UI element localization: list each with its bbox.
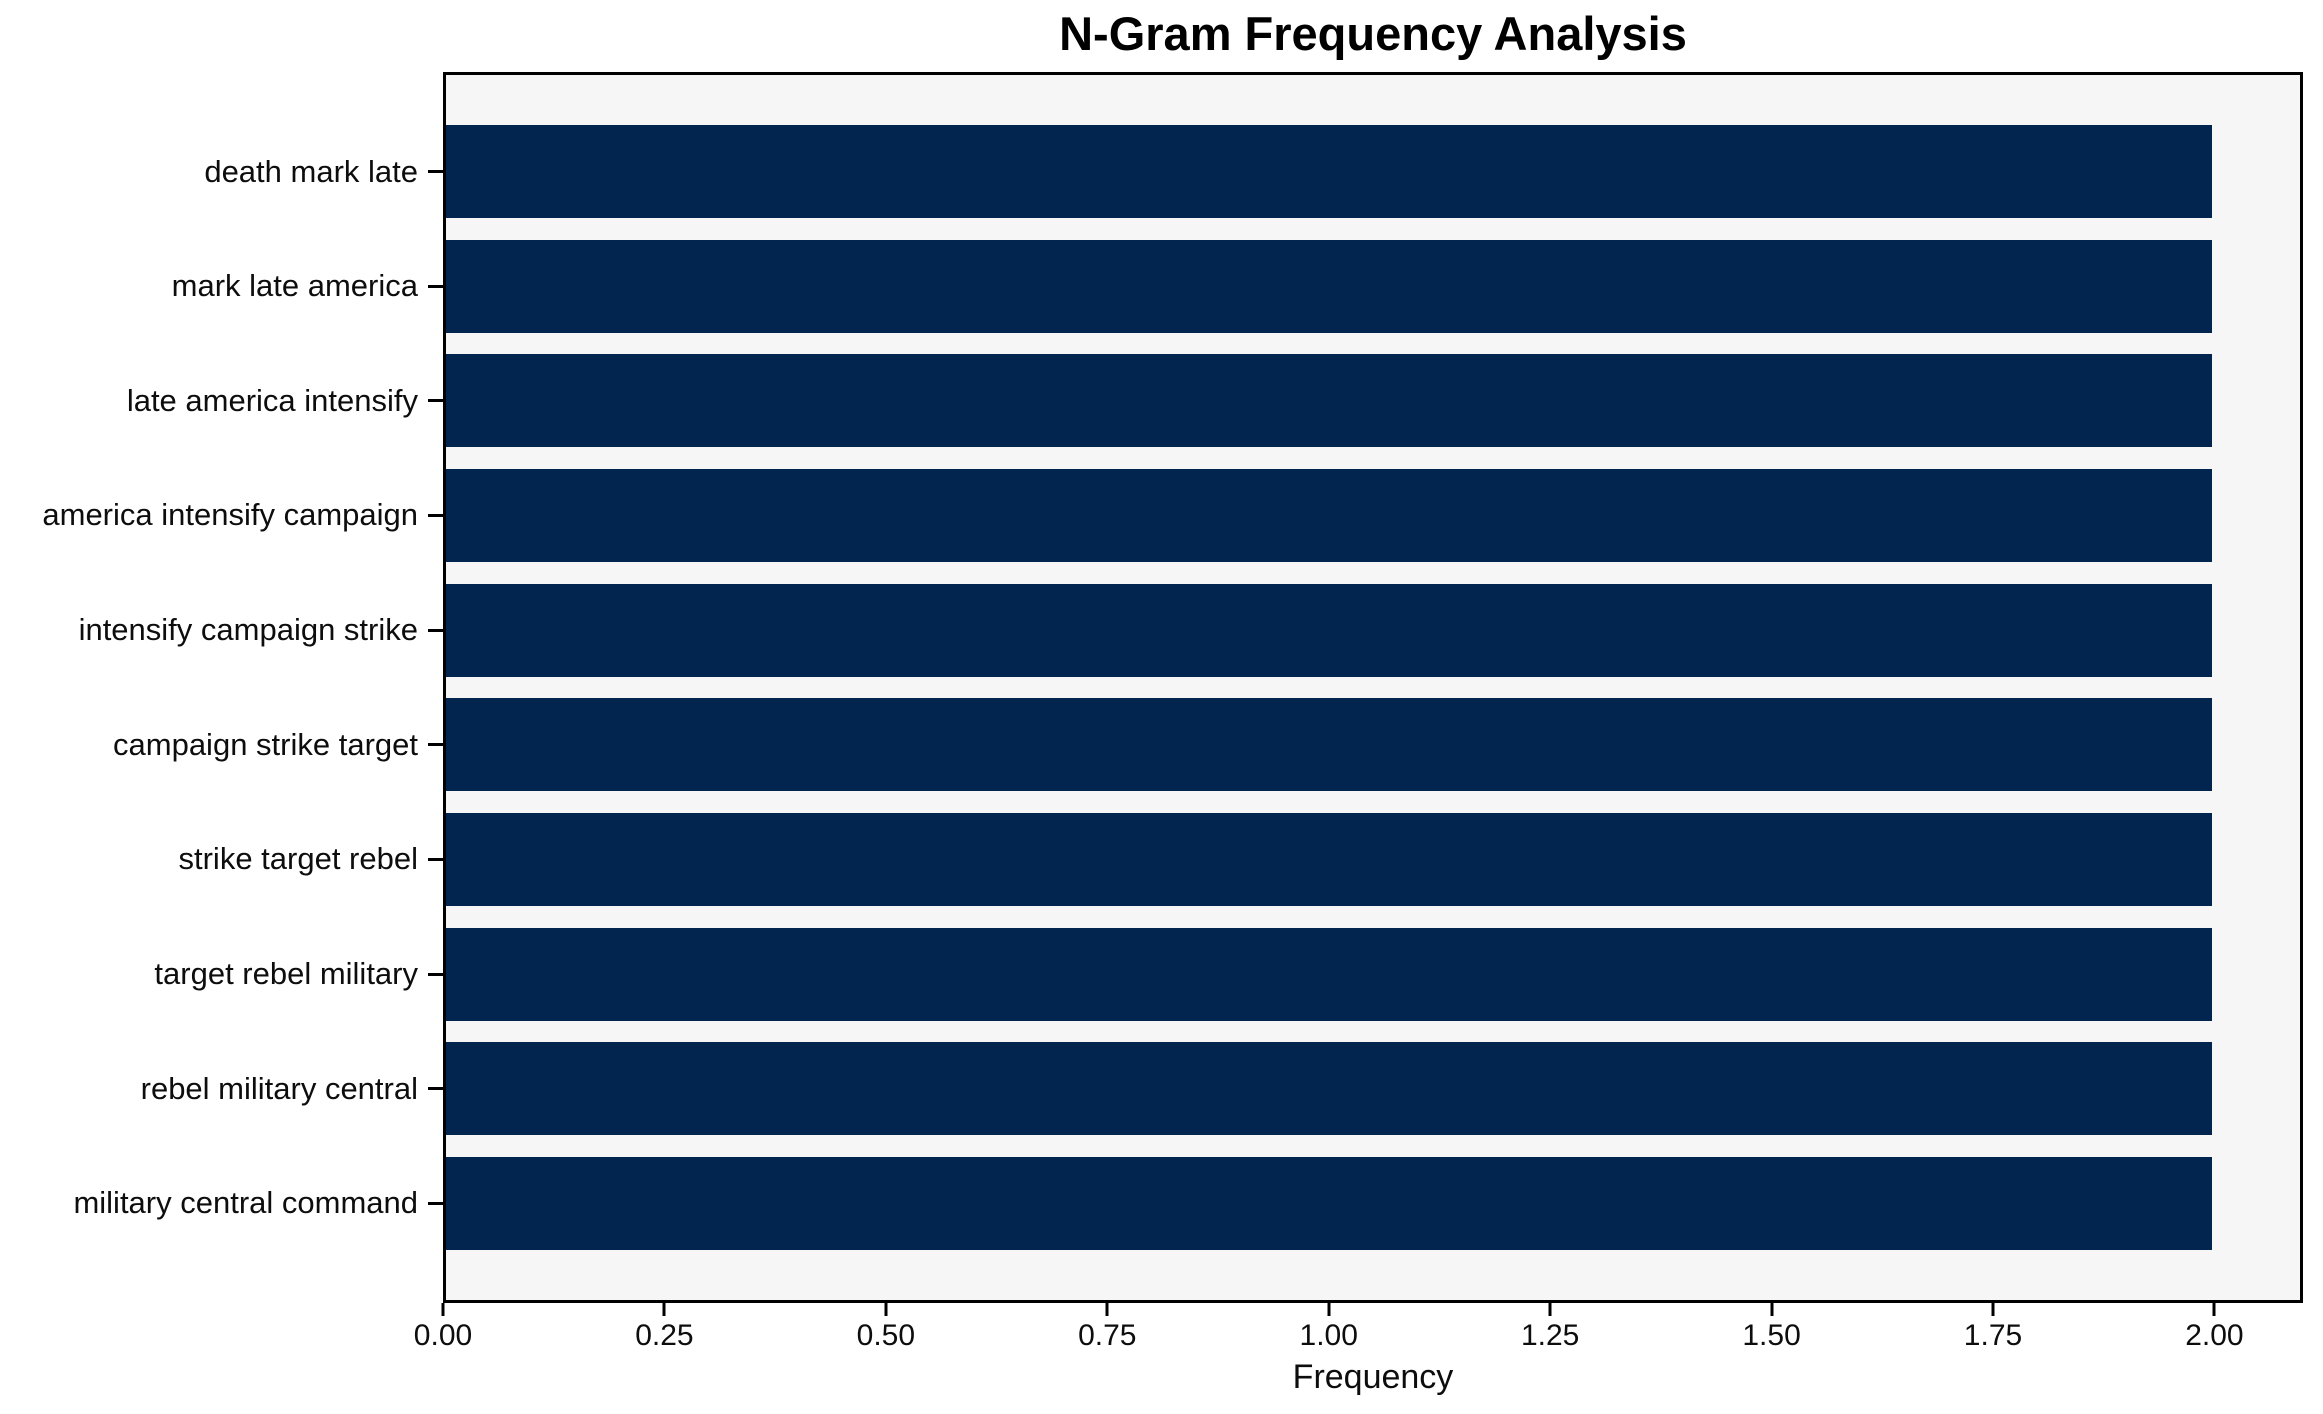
- y-tick-label: death mark late: [204, 153, 418, 189]
- y-tick-label: military central command: [73, 1185, 418, 1221]
- x-tick-mark: [884, 1303, 888, 1316]
- x-tick-label: 0.25: [635, 1319, 694, 1352]
- x-tick-mark: [1991, 1303, 1995, 1316]
- bar: [446, 698, 2212, 792]
- x-tick-mark: [1105, 1303, 1109, 1316]
- bar: [446, 468, 2212, 562]
- y-tick-row: intensify campaign strike: [0, 584, 443, 677]
- y-tick-label: campaign strike target: [113, 726, 418, 762]
- x-tick-mark: [1548, 1303, 1552, 1316]
- y-tick-mark: [428, 972, 443, 976]
- y-tick-mark: [428, 1201, 443, 1205]
- x-tick-mark: [1770, 1303, 1774, 1316]
- y-tick-row: rebel military central: [0, 1042, 443, 1135]
- y-tick-label: late america intensify: [126, 382, 418, 418]
- bar: [446, 1042, 2212, 1136]
- x-tick-label: 1.25: [1520, 1319, 1580, 1352]
- x-tick-mark: [441, 1303, 445, 1316]
- x-axis-title: Frequency: [1292, 1358, 1454, 1396]
- y-tick-row: mark late america: [0, 240, 443, 333]
- y-tick-label: mark late america: [171, 268, 418, 304]
- y-tick-mark: [428, 170, 443, 173]
- bar: [446, 1156, 2212, 1250]
- bar: [446, 583, 2212, 677]
- bars-container: [446, 75, 2300, 1300]
- y-tick-row: late america intensify: [0, 354, 443, 447]
- x-tick-label: 0.50: [856, 1319, 916, 1352]
- y-tick-mark: [428, 628, 443, 632]
- y-tick-label: rebel military central: [140, 1070, 418, 1106]
- bar: [446, 239, 2212, 333]
- x-tick-mark: [662, 1303, 666, 1316]
- y-tick-row: america intensify campaign: [0, 469, 443, 562]
- y-tick-mark: [428, 1087, 443, 1091]
- y-tick-label: america intensify campaign: [42, 497, 418, 533]
- y-tick-label: intensify campaign strike: [78, 612, 418, 648]
- plot-area: [443, 72, 2303, 1303]
- y-tick-mark: [428, 284, 443, 288]
- x-tick-label: 1.75: [1963, 1319, 2023, 1352]
- x-tick-mark: [2212, 1303, 2216, 1316]
- y-tick-row: strike target rebel: [0, 813, 443, 906]
- y-tick-label: target rebel military: [154, 956, 418, 992]
- y-tick-mark: [428, 743, 443, 747]
- bar: [446, 125, 2212, 218]
- y-tick-row: campaign strike target: [0, 698, 443, 791]
- y-tick-row: target rebel military: [0, 928, 443, 1021]
- y-tick-row: death mark late: [0, 125, 443, 218]
- x-tick-label: 0.75: [1078, 1319, 1137, 1352]
- y-axis-labels: death mark late mark late america late ame…: [0, 72, 443, 1303]
- y-tick-mark: [428, 399, 443, 403]
- x-tick-label: 0.00: [413, 1319, 473, 1352]
- x-tick-label: 1.00: [1299, 1319, 1358, 1352]
- chart-title: N-Gram Frequency Analysis: [1059, 7, 1687, 60]
- bar: [446, 812, 2212, 906]
- y-tick-row: military central command: [0, 1157, 443, 1250]
- bar: [446, 927, 2212, 1021]
- x-tick-label: 1.50: [1742, 1319, 1801, 1352]
- y-tick-label: strike target rebel: [178, 841, 419, 877]
- x-tick-label: 2.00: [2185, 1319, 2244, 1352]
- x-tick-mark: [1327, 1303, 1331, 1316]
- y-tick-mark: [428, 857, 443, 861]
- bar: [446, 354, 2212, 448]
- x-axis: 0.00 0.25 0.50 0.75 1.00 1.25 1.50 1.75 2.00: [414, 1303, 2303, 1373]
- y-tick-mark: [428, 513, 443, 517]
